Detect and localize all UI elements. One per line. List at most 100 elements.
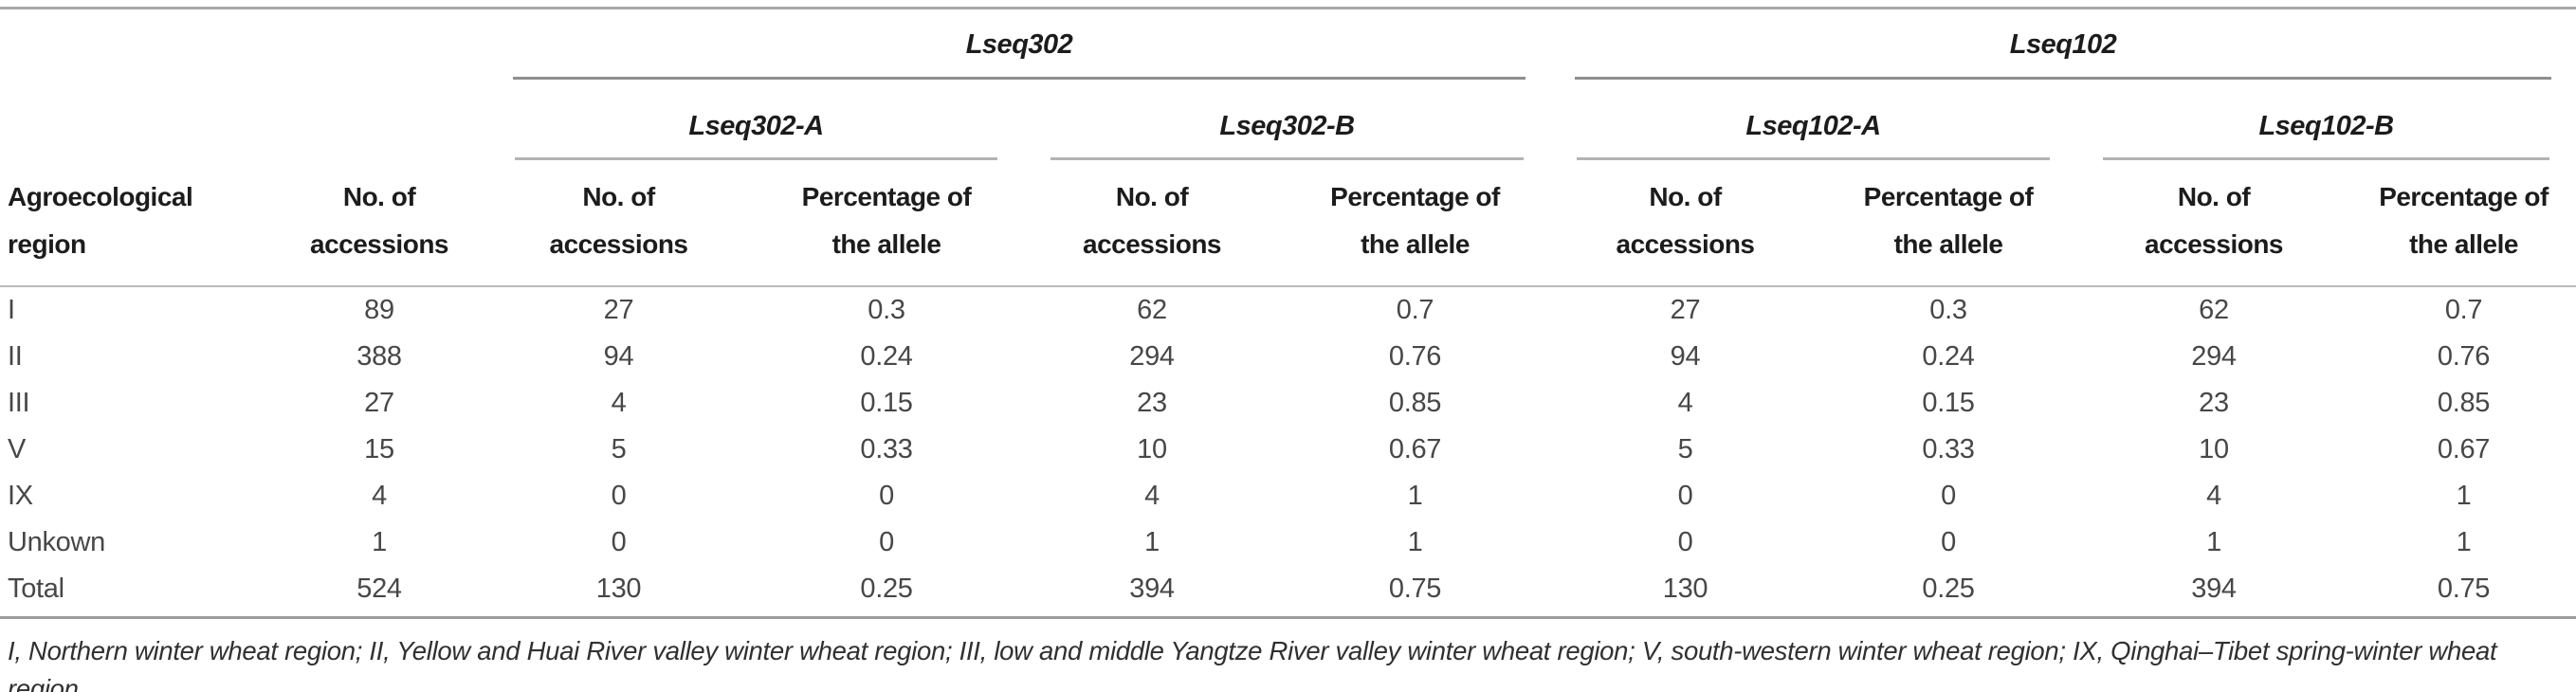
column-header-region-line1: Agroecological [8,181,193,211]
column-header-accessions-line2: accessions [549,229,689,259]
allele-distribution-table: Lseq302 Lseq102 Lseq302-A Lseq302-B Lseq… [0,7,2576,612]
cell-region: II [8,341,23,372]
cell-lseq302-a-pct: 0.3 [868,295,905,325]
cell-lseq102-b-pct: 0.85 [2437,388,2491,418]
cell-lseq302-a-pct: 0.15 [860,388,913,418]
cell-lseq102-b-no: 10 [2199,434,2229,464]
cell-lseq102-b-no: 1 [2206,527,2221,557]
allele-header-lseq302-b: Lseq302-B [1024,80,1550,160]
cell-lseq102-a-no: 0 [1677,527,1693,557]
column-header-percentage-line2: the allele [1893,229,2003,259]
column-header-percentage-line1: Percentage of [2379,181,2549,211]
column-header-lseq302-a-pct: Percentage of the allele [749,160,1024,287]
column-header-accessions-line2: accessions [1083,229,1222,259]
cell-lseq102-b-pct: 1 [2456,527,2472,557]
column-header-percentage-line2: the allele [2409,229,2518,259]
cell-lseq102-b-pct: 0.75 [2437,574,2491,604]
table-footnote: I, Northern winter wheat region; II, Yel… [0,616,2576,692]
cell-region: I [8,295,15,325]
cell-region: Unkown [8,527,105,557]
cell-region: III [8,388,30,418]
column-header-row: Agroecological region No. of accessions … [0,160,2576,287]
table-row-region-ii: II 388 94 0.24 294 0.76 94 0.24 294 0.76 [0,334,2576,380]
cell-lseq302-a-no: 0 [611,527,627,557]
cell-lseq102-a-no: 5 [1677,434,1693,464]
cell-lseq102-a-pct: 0.15 [1922,388,1975,418]
column-header-percentage-line1: Percentage of [1330,181,1500,211]
cell-lseq302-a-no: 0 [611,481,627,511]
column-header-accessions-line2: accessions [310,229,449,259]
cell-lseq102-b-pct: 1 [2456,481,2472,511]
group-header-lseq302-label: Lseq302 [513,29,1526,80]
column-header-percentage-line1: Percentage of [801,181,972,211]
cell-lseq102-b-no: 394 [2191,574,2237,604]
column-header-percentage-line2: the allele [831,229,941,259]
cell-lseq302-a-no: 130 [595,574,642,604]
cell-lseq102-a-no: 0 [1677,481,1693,511]
cell-lseq102-a-pct: 0.3 [1929,295,1967,325]
column-header-region: Agroecological region [0,160,270,287]
cell-no-accessions: 524 [356,574,402,604]
cell-no-accessions: 89 [364,295,394,325]
cell-lseq102-a-pct: 0.25 [1922,574,1975,604]
column-header-accessions-line1: No. of [1115,181,1189,211]
allele-header-lseq102-a: Lseq102-A [1550,80,2076,160]
group-header-lseq102-label: Lseq102 [1575,29,2552,80]
cell-no-accessions: 15 [364,434,394,464]
cell-lseq102-a-pct: 0.24 [1922,341,1975,372]
table-row-region-v: V 15 5 0.33 10 0.67 5 0.33 10 0.67 [0,427,2576,473]
cell-lseq302-b-no: 394 [1129,574,1175,604]
cell-lseq302-b-no: 1 [1144,527,1160,557]
cell-lseq102-b-pct: 0.76 [2437,341,2491,372]
column-header-accessions-line1: No. of [2177,181,2251,211]
cell-lseq102-b-no: 62 [2199,295,2229,325]
column-header-accessions-line2: accessions [1616,229,1756,259]
cell-lseq102-a-no: 27 [1670,295,1701,325]
column-header-lseq302-b-pct: Percentage of the allele [1280,160,1551,287]
allele-header-lseq102-a-label: Lseq102-A [1577,111,2051,160]
cell-lseq302-a-no: 4 [611,388,627,418]
cell-no-accessions: 1 [372,527,387,557]
allele-header-lseq102-b-label: Lseq102-B [2103,111,2550,160]
cell-lseq302-b-pct: 0.7 [1396,295,1434,325]
allele-header-row: Lseq302-A Lseq302-B Lseq102-A Lseq102-B [0,80,2576,160]
cell-lseq302-a-pct: 0.33 [860,434,913,464]
column-header-accessions-line1: No. of [1649,181,1722,211]
cell-lseq302-b-no: 294 [1129,341,1175,372]
cell-lseq302-a-no: 94 [603,341,634,372]
allele-header-lseq302-b-label: Lseq302-B [1050,111,1525,160]
cell-no-accessions: 4 [372,481,387,511]
cell-lseq102-b-pct: 0.67 [2437,434,2491,464]
cell-lseq302-b-no: 62 [1137,295,1167,325]
cell-region: V [8,434,27,464]
column-header-percentage-line2: the allele [1361,229,1470,259]
cell-lseq102-b-no: 294 [2191,341,2237,372]
cell-no-accessions: 388 [356,341,402,372]
cell-lseq302-a-pct: 0 [879,481,894,511]
cell-lseq302-a-pct: 0.25 [860,574,913,604]
table-row-region-iii: III 27 4 0.15 23 0.85 4 0.15 23 0.85 [0,380,2576,427]
cell-lseq102-a-no: 94 [1670,341,1701,372]
group-header-lseq302: Lseq302 [488,9,1550,80]
cell-lseq102-a-no: 4 [1677,388,1693,418]
table-row-region-ix: IX 4 0 0 4 1 0 0 4 1 [0,473,2576,519]
column-header-lseq302-a-no: No. of accessions [488,160,749,287]
column-header-lseq102-b-no: No. of accessions [2076,160,2352,287]
cell-lseq302-b-no: 23 [1137,388,1167,418]
cell-lseq102-b-no: 4 [2206,481,2221,511]
cell-lseq102-b-no: 23 [2199,388,2229,418]
column-header-accessions-line1: No. of [342,181,416,211]
cell-lseq302-b-pct: 1 [1407,481,1423,511]
cell-lseq302-a-pct: 0 [879,527,894,557]
column-header-accessions-line1: No. of [582,181,655,211]
cell-lseq302-b-no: 10 [1137,434,1167,464]
cell-lseq302-b-pct: 1 [1407,527,1423,557]
cell-lseq302-a-no: 27 [603,295,634,325]
cell-lseq302-b-no: 4 [1144,481,1160,511]
allele-header-lseq302-a-label: Lseq302-A [515,111,997,160]
cell-lseq302-b-pct: 0.67 [1388,434,1442,464]
cell-lseq102-a-no: 130 [1662,574,1708,604]
cell-lseq302-a-no: 5 [611,434,627,464]
cell-lseq102-b-pct: 0.7 [2444,295,2483,325]
